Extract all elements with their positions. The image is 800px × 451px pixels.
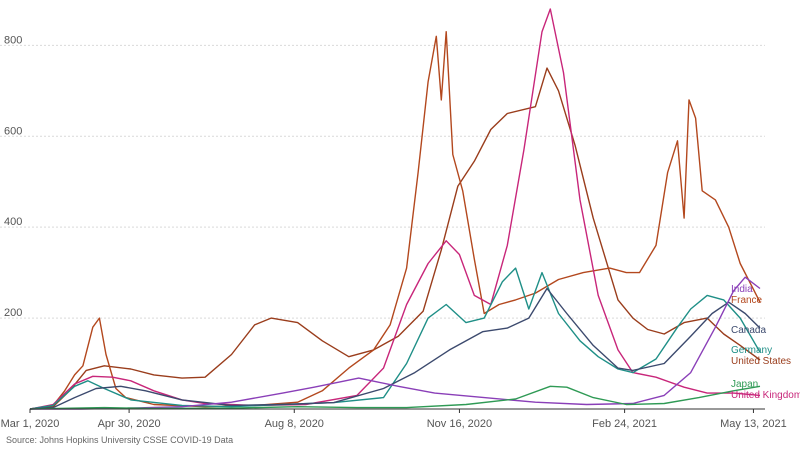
x-tick-label: Aug 8, 2020 — [265, 418, 324, 430]
x-tick-label: Feb 24, 2021 — [592, 418, 657, 430]
series-lines — [29, 8, 761, 410]
series-line-japan — [29, 385, 761, 410]
series-line-india — [30, 276, 761, 410]
gridlines — [0, 44, 765, 319]
series-line-united-kingdom — [29, 8, 761, 410]
end-label-united-kingdom: United Kingdom — [731, 390, 800, 401]
end-label-united-states: United States — [731, 356, 791, 367]
y-tick-label: 400 — [4, 216, 22, 228]
series-line-germany — [29, 267, 761, 410]
y-axis-ticks: 200 400 600 800 — [4, 34, 22, 319]
source-note: Source: Johns Hopkins University CSSE CO… — [6, 435, 234, 445]
series-line-france — [29, 31, 761, 410]
end-label-germany: Germany — [731, 345, 772, 356]
x-tick-label: Apr 30, 2020 — [98, 418, 161, 430]
x-tick-label: Nov 16, 2020 — [427, 418, 492, 430]
end-label-japan: Japan — [731, 379, 758, 390]
end-label-canada: Canada — [731, 325, 766, 336]
y-tick-label: 200 — [4, 307, 22, 319]
end-label-india: India — [731, 284, 753, 295]
series-line-canada — [29, 287, 761, 410]
y-tick-label: 600 — [4, 125, 22, 137]
series-line-united-states — [29, 67, 761, 410]
x-axis-ticks: Mar 1, 2020 Apr 30, 2020 Aug 8, 2020 Nov 16… — [1, 409, 787, 430]
y-tick-label: 800 — [4, 34, 22, 46]
end-label-france: France — [731, 295, 763, 306]
x-tick-label: Mar 1, 2020 — [1, 418, 60, 430]
x-tick-label: May 13, 2021 — [720, 418, 787, 430]
